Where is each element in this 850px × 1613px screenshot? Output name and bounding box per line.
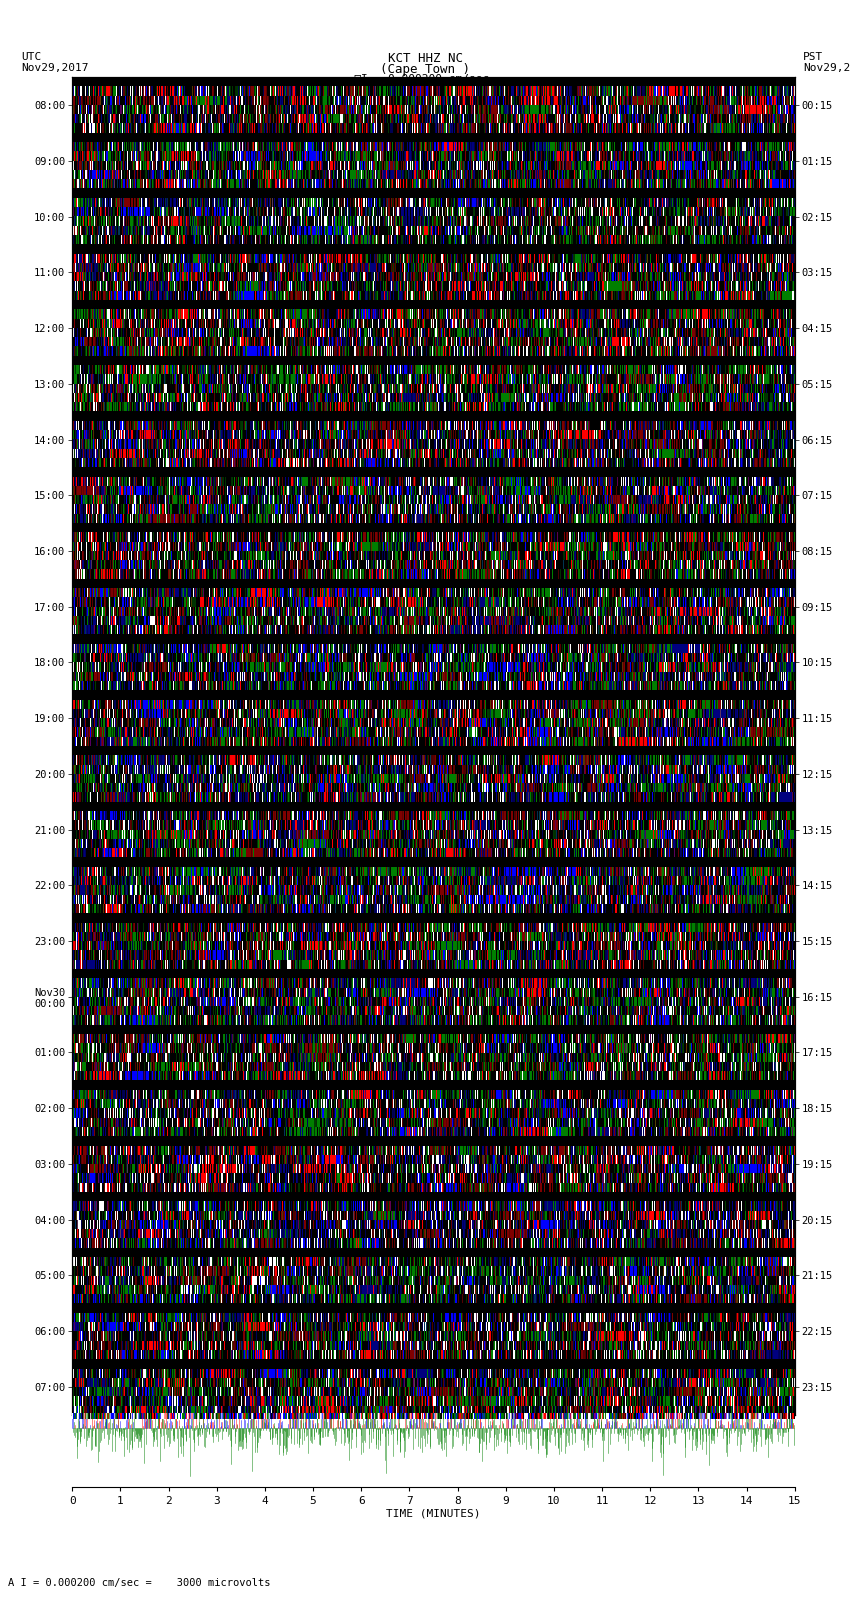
- Text: KCT HHZ NC: KCT HHZ NC: [388, 52, 462, 65]
- X-axis label: TIME (MINUTES): TIME (MINUTES): [386, 1510, 481, 1519]
- Text: (Cape Town ): (Cape Town ): [380, 63, 470, 76]
- Text: UTC: UTC: [21, 52, 42, 61]
- Text: PST: PST: [803, 52, 824, 61]
- Text: Nov29,2017: Nov29,2017: [21, 63, 88, 73]
- Text: A I = 0.000200 cm/sec =    3000 microvolts: A I = 0.000200 cm/sec = 3000 microvolts: [8, 1578, 271, 1587]
- Text: I = 0.000200 cm/sec: I = 0.000200 cm/sec: [361, 74, 489, 84]
- Text: Nov29,2017: Nov29,2017: [803, 63, 850, 73]
- Text: ⏐: ⏐: [354, 74, 360, 87]
